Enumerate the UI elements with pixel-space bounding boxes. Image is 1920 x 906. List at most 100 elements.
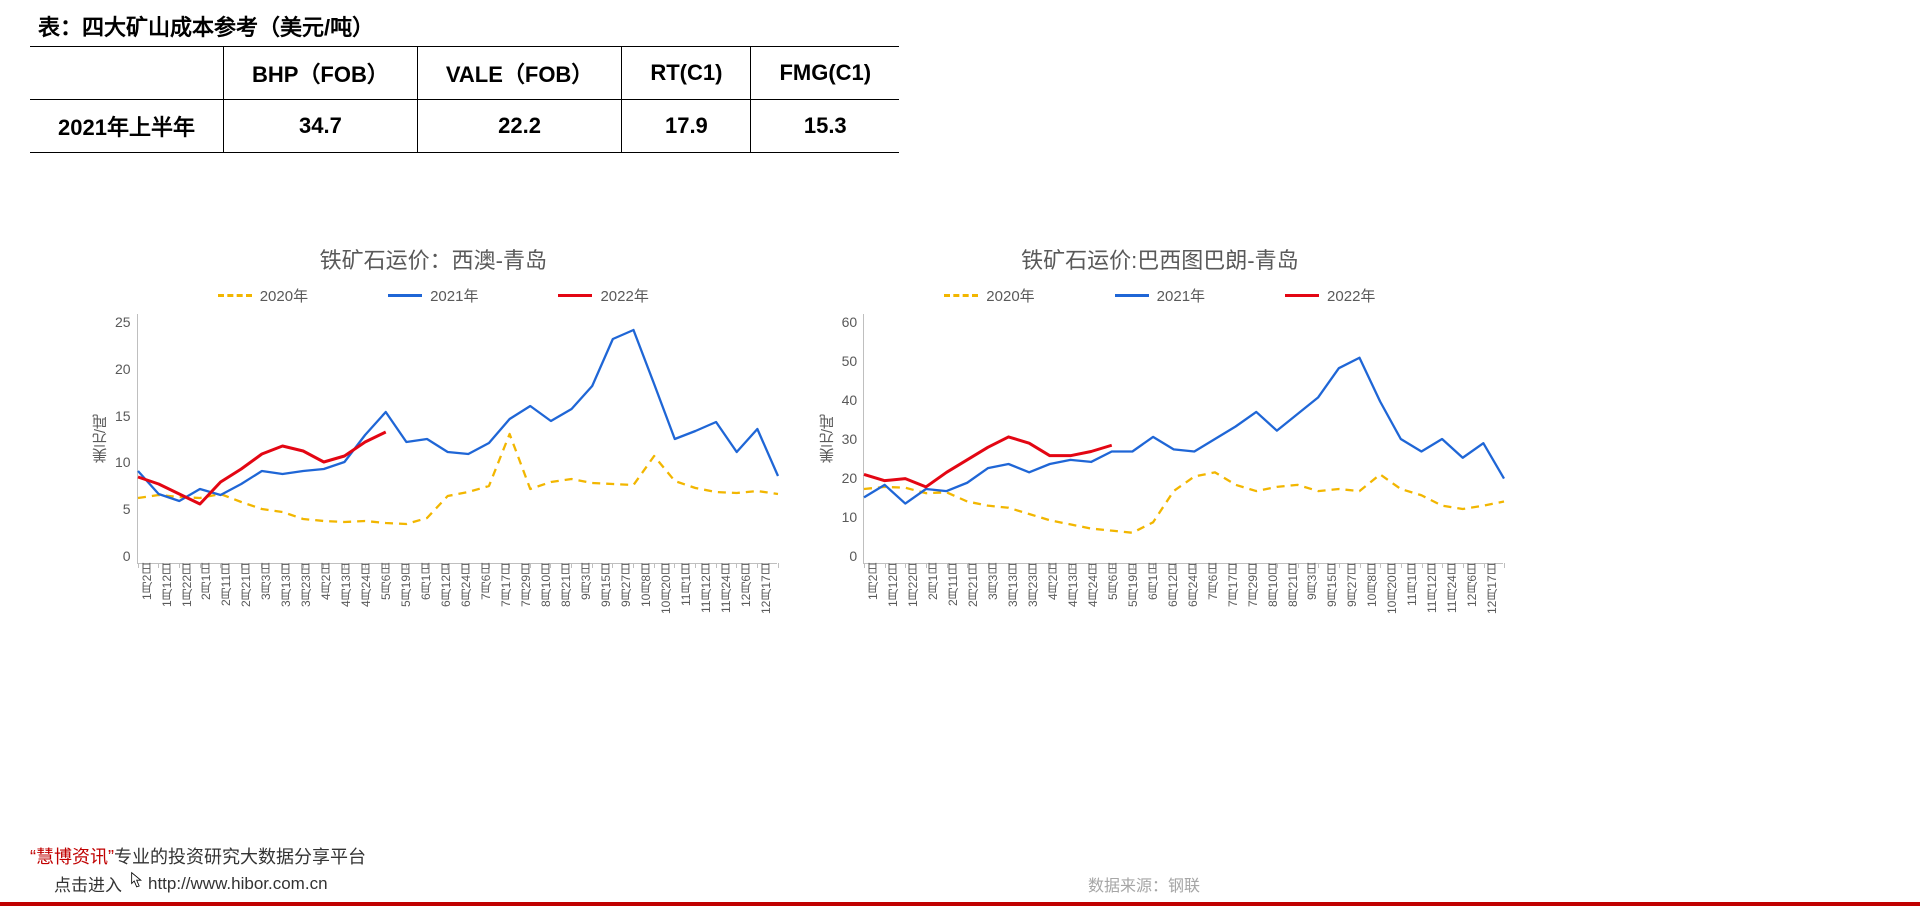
x-tick: 6月24日 — [1184, 563, 1204, 643]
legend-item-s2020: 2020年 — [944, 285, 1034, 306]
x-tick: 6月1日 — [417, 563, 437, 643]
cell-vale: 22.2 — [417, 100, 621, 153]
y-tick: 25 — [115, 314, 131, 330]
x-tick: 11月12日 — [1423, 563, 1443, 643]
x-tick: 10月8日 — [1363, 563, 1383, 643]
cell-bhp: 34.7 — [223, 100, 417, 153]
y-tick: 50 — [842, 353, 858, 369]
x-tick: 6月12日 — [1164, 563, 1184, 643]
footer-bar: “慧博资讯”专业的投资研究大数据分享平台 点击进入 http://www.hib… — [0, 839, 1920, 906]
x-tick: 9月15日 — [1323, 563, 1343, 643]
x-tick: 2月1日 — [924, 563, 944, 643]
x-tick: 5月19日 — [1124, 563, 1144, 643]
x-tick: 9月15日 — [597, 563, 617, 643]
y-tick: 0 — [123, 548, 131, 564]
footer-cta[interactable]: 点击进入 — [54, 871, 122, 896]
x-tick: 4月2日 — [317, 563, 337, 643]
y-axis-label: 美元/吨 — [90, 414, 111, 463]
x-tick: 4月13日 — [337, 563, 357, 643]
table-corner — [30, 47, 223, 100]
x-tick: 6月12日 — [437, 563, 457, 643]
x-ticks: 1月2日1月12日1月22日2月1日2月11日2月21日3月3日3月13日3月2… — [138, 563, 777, 643]
chart-west-australia-qingdao: 铁矿石运价：西澳-青岛2020年2021年2022年美元/吨2520151050… — [90, 243, 777, 564]
legend-label: 2022年 — [600, 285, 648, 306]
chart-legend: 2020年 2021年 2022年 — [817, 285, 1504, 306]
legend-item-s2021: 2021年 — [388, 285, 478, 306]
x-tick: 4月24日 — [357, 563, 377, 643]
y-tick: 0 — [849, 548, 857, 564]
chart-title: 铁矿石运价：西澳-青岛 — [90, 243, 777, 275]
plot-area: 1月2日1月12日1月22日2月1日2月11日2月21日3月3日3月13日3月2… — [137, 314, 777, 564]
x-tick: 9月3日 — [577, 563, 597, 643]
legend-item-s2021: 2021年 — [1115, 285, 1205, 306]
y-tick: 20 — [842, 470, 858, 486]
x-tick: 11月12日 — [697, 563, 717, 643]
cost-table: BHP（FOB） VALE（FOB） RT(C1) FMG(C1) 2021年上… — [30, 46, 899, 153]
x-tick: 9月3日 — [1303, 563, 1323, 643]
y-tick: 30 — [842, 431, 858, 447]
series-s2020 — [138, 434, 778, 524]
chart-brazil-tubarao-qingdao: 铁矿石运价:巴西图巴朗-青岛2020年2021年2022年美元/吨6050403… — [817, 243, 1504, 564]
x-tick: 7月29日 — [1244, 563, 1264, 643]
cell-fmg: 15.3 — [751, 100, 899, 153]
x-tick: 11月1日 — [677, 563, 697, 643]
x-tick: 1月2日 — [864, 563, 884, 643]
x-tick: 8月21日 — [557, 563, 577, 643]
footer-url[interactable]: http://www.hibor.com.cn — [148, 874, 328, 894]
x-tick: 7月17日 — [497, 563, 517, 643]
x-tick: 7月6日 — [477, 563, 497, 643]
y-tick: 10 — [842, 509, 858, 525]
x-tick: 4月24日 — [1084, 563, 1104, 643]
x-tick: 3月23日 — [1024, 563, 1044, 643]
x-tick: 2月21日 — [237, 563, 257, 643]
series-s2022 — [864, 437, 1112, 487]
x-tick: 2月21日 — [964, 563, 984, 643]
legend-label: 2020年 — [986, 285, 1034, 306]
x-tick: 2月11日 — [944, 563, 964, 643]
y-axis-label: 美元/吨 — [817, 414, 838, 463]
y-tick: 20 — [115, 361, 131, 377]
legend-swatch — [388, 294, 422, 297]
x-tick: 8月10日 — [537, 563, 557, 643]
chart-legend: 2020年 2021年 2022年 — [90, 285, 777, 306]
x-tick: 11月24日 — [1443, 563, 1463, 643]
x-tick: 11月1日 — [1403, 563, 1423, 643]
x-tick: 10月20日 — [657, 563, 677, 643]
x-tick: 5月19日 — [397, 563, 417, 643]
pointer-icon — [126, 871, 144, 896]
x-tick: 7月29日 — [517, 563, 537, 643]
x-tick: 1月12日 — [884, 563, 904, 643]
x-tick: 2月1日 — [197, 563, 217, 643]
x-tick: 1月22日 — [178, 563, 198, 643]
legend-swatch — [944, 294, 978, 297]
col-bhp: BHP（FOB） — [223, 47, 417, 100]
x-tick: 4月2日 — [1044, 563, 1064, 643]
series-s2022 — [138, 432, 386, 504]
row-label: 2021年上半年 — [30, 100, 223, 153]
chart-title: 铁矿石运价:巴西图巴朗-青岛 — [817, 243, 1504, 275]
x-tick: 4月13日 — [1064, 563, 1084, 643]
plot-area: 1月2日1月12日1月22日2月1日2月11日2月21日3月3日3月13日3月2… — [863, 314, 1503, 564]
x-tick: 1月2日 — [138, 563, 158, 643]
x-tick: 12月6日 — [1463, 563, 1483, 643]
x-tick: 3月3日 — [257, 563, 277, 643]
x-tick: 8月10日 — [1264, 563, 1284, 643]
x-ticks: 1月2日1月12日1月22日2月1日2月11日2月21日3月3日3月13日3月2… — [864, 563, 1503, 643]
x-tick: 11月24日 — [717, 563, 737, 643]
y-tick: 15 — [115, 408, 131, 424]
x-tick: 1月22日 — [904, 563, 924, 643]
x-tick: 12月6日 — [737, 563, 757, 643]
legend-label: 2021年 — [430, 285, 478, 306]
x-tick: 2月11日 — [217, 563, 237, 643]
legend-item-s2022: 2022年 — [1285, 285, 1375, 306]
legend-item-s2020: 2020年 — [218, 285, 308, 306]
col-rt: RT(C1) — [622, 47, 751, 100]
x-tick: 7月17日 — [1224, 563, 1244, 643]
footer-tagline: 专业的投资研究大数据分享平台 — [114, 847, 366, 867]
x-tick: 5月6日 — [1104, 563, 1124, 643]
data-source: 数据来源：钢联 — [1088, 872, 1200, 896]
y-tick: 5 — [123, 501, 131, 517]
series-s2021 — [864, 358, 1504, 504]
x-tick: 3月23日 — [297, 563, 317, 643]
x-tick: 5月6日 — [377, 563, 397, 643]
